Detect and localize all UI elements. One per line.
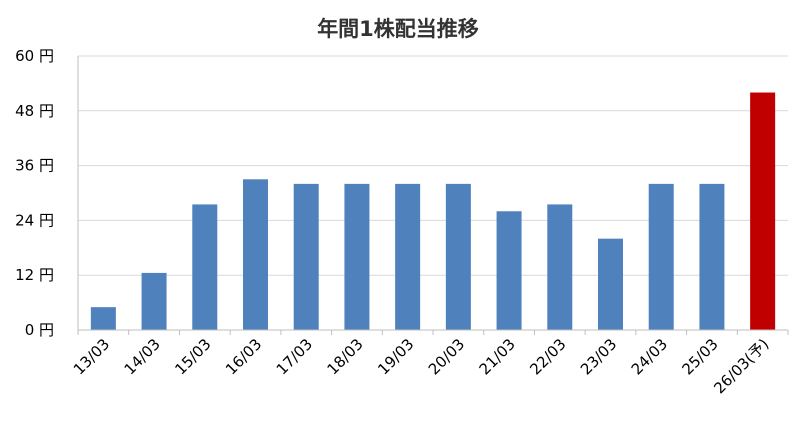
bar xyxy=(648,183,674,330)
x-tick-label: 15/03 xyxy=(171,335,214,378)
x-tick-label: 19/03 xyxy=(374,335,417,378)
bar xyxy=(445,183,471,330)
x-tick-label: 20/03 xyxy=(425,335,468,378)
bar xyxy=(141,272,167,330)
bars xyxy=(90,92,776,331)
bar xyxy=(293,183,319,330)
chart-title: 年間1株配当推移 xyxy=(317,17,479,41)
x-tick-label: 17/03 xyxy=(273,335,316,378)
y-tick-label: 12 円 xyxy=(15,266,54,284)
bar xyxy=(90,307,116,330)
bar xyxy=(496,211,522,330)
y-tick-label: 48 円 xyxy=(15,102,54,120)
x-tick-label: 18/03 xyxy=(323,335,366,378)
x-tick-label: 24/03 xyxy=(628,335,671,378)
bar xyxy=(750,92,776,331)
x-tick-label: 25/03 xyxy=(678,335,721,378)
gridlines xyxy=(78,55,788,276)
axes xyxy=(77,56,789,335)
bar xyxy=(192,204,218,330)
x-tick-label: 23/03 xyxy=(577,335,620,378)
y-axis-ticks: 0 円 12 円 24 円 36 円 48 円 60 円 xyxy=(15,47,54,339)
y-tick-label: 0 円 xyxy=(25,321,54,339)
x-tick-label: 13/03 xyxy=(70,335,113,378)
x-tick-label: 16/03 xyxy=(222,335,265,378)
bar xyxy=(395,183,421,330)
bar xyxy=(344,183,370,330)
bar xyxy=(699,183,725,330)
x-tick-label: 22/03 xyxy=(526,335,569,378)
x-tick-label: 21/03 xyxy=(476,335,519,378)
bar xyxy=(547,204,573,330)
x-axis-ticks: 13/03 14/03 15/03 16/03 17/03 18/03 19/03 20/03… xyxy=(70,335,773,397)
x-tick-label: 14/03 xyxy=(121,335,164,378)
y-tick-label: 24 円 xyxy=(15,211,54,229)
x-tick-label: 26/03(予) xyxy=(710,335,772,397)
y-tick-label: 36 円 xyxy=(15,157,54,175)
bar xyxy=(598,238,623,330)
y-tick-label: 60 円 xyxy=(15,47,54,65)
bar xyxy=(243,179,268,330)
